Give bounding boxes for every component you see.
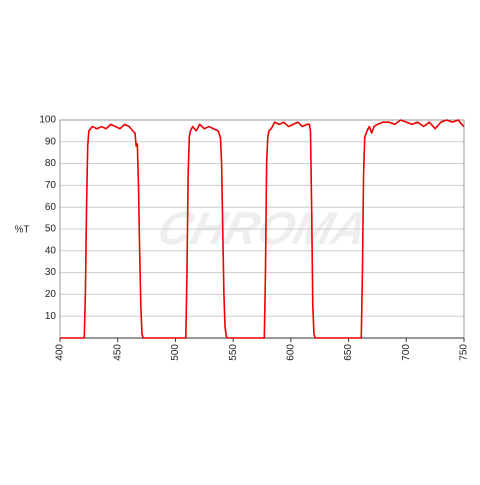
x-tick-label: 700 [401, 344, 412, 361]
y-tick-label: 100 [39, 115, 56, 126]
x-tick-label: 400 [55, 344, 66, 361]
x-tick-label: 500 [170, 344, 181, 361]
x-tick-label: 650 [343, 344, 354, 361]
y-tick-label: 10 [45, 311, 57, 322]
y-tick-label: 20 [45, 289, 57, 300]
watermark: CHROMA [153, 203, 374, 254]
data-line [60, 119, 465, 339]
x-tick-label: 550 [228, 344, 239, 361]
y-tick-label: 70 [45, 180, 57, 191]
y-tick-label: 80 [45, 158, 57, 169]
y-tick-label: 40 [45, 245, 57, 256]
y-axis-label: %T [15, 225, 30, 236]
y-tick-label: 60 [45, 202, 57, 213]
x-tick-label: 750 [459, 344, 470, 361]
y-tick-label: 30 [45, 267, 57, 278]
y-tick-label: 50 [45, 224, 57, 235]
y-tick-label: 90 [45, 136, 57, 147]
x-tick-label: 600 [285, 344, 296, 361]
x-tick-label: 450 [112, 344, 123, 361]
